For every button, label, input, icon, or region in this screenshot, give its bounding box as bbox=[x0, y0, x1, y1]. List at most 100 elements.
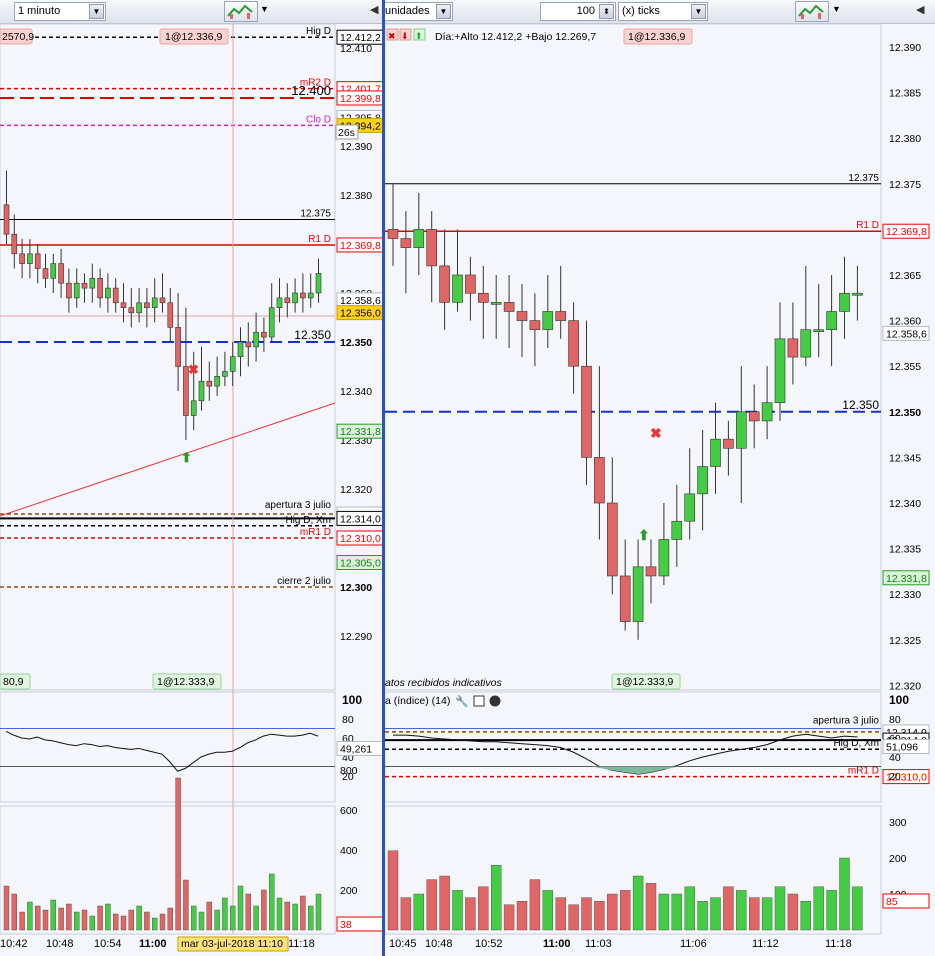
candle bbox=[245, 341, 252, 348]
arrow-left-icon[interactable]: ◀ bbox=[916, 4, 925, 16]
units-value: unidades bbox=[385, 5, 430, 17]
volume-bar bbox=[839, 857, 850, 931]
left-price-plot bbox=[0, 23, 336, 691]
arrow-right-icon[interactable]: ◀ bbox=[370, 4, 379, 16]
price-axis-label: 12.410 bbox=[340, 43, 372, 55]
indicator-value-box bbox=[336, 740, 383, 756]
exit-x-icon: ✖ bbox=[188, 362, 199, 377]
volume-bar bbox=[261, 889, 267, 931]
ticks-select[interactable]: (x) ticks ▼ bbox=[618, 2, 708, 21]
stepper-arrows-icon[interactable]: ⬍ bbox=[599, 4, 614, 19]
indicator-axis-label: 80 bbox=[342, 714, 354, 726]
volume-bar bbox=[400, 897, 412, 931]
candle bbox=[292, 292, 298, 304]
time-axis-label: 11:03 bbox=[585, 938, 612, 950]
price-tag-box bbox=[336, 305, 383, 321]
price-tag: 12.412,2 bbox=[340, 32, 381, 44]
volume-bar bbox=[503, 904, 515, 931]
status-text: atos recibidos indicativos bbox=[385, 677, 502, 689]
cierre-label: cierre 2 julio bbox=[277, 576, 331, 587]
candle bbox=[112, 287, 119, 304]
order-tag-bottom-box bbox=[611, 673, 681, 690]
candle bbox=[839, 292, 850, 312]
volume-axis-label: 200 bbox=[889, 853, 907, 865]
volume-bar bbox=[516, 901, 528, 931]
price-axis-label: 12.360 bbox=[889, 316, 921, 328]
candle bbox=[261, 331, 267, 338]
candle bbox=[136, 302, 142, 313]
volume-bar bbox=[581, 897, 592, 931]
candle bbox=[439, 265, 450, 303]
candle bbox=[3, 204, 10, 235]
countdown-box bbox=[335, 124, 359, 140]
price-axis-label: 12.390 bbox=[889, 42, 921, 54]
candle bbox=[478, 292, 489, 303]
candle bbox=[542, 311, 554, 331]
volume-bar bbox=[151, 917, 158, 931]
volume-bar bbox=[35, 905, 41, 931]
indicator-title: a (índice) (14) bbox=[385, 695, 450, 707]
indicator-value: 51,096 bbox=[886, 742, 918, 754]
info-up-button bbox=[413, 28, 426, 41]
mr1-d-label: mR1 D bbox=[848, 766, 879, 777]
volume-axis-label: 300 bbox=[889, 817, 907, 829]
price-axis-label: 12.355 bbox=[889, 361, 921, 373]
right-price-chart[interactable]: ✖ ⬇ ⬆ Día:+Alto 12.412,2 +Bajo 12.269,7 1@12… bbox=[385, 0, 935, 956]
volume-bar bbox=[452, 890, 463, 931]
volume-axis-label: 400 bbox=[340, 845, 358, 857]
candle bbox=[555, 311, 566, 321]
mr1-d-label: mR1 D bbox=[300, 527, 331, 538]
volume-bar bbox=[529, 879, 541, 931]
price-axis-label: 12.390 bbox=[340, 141, 372, 153]
chart-tools-dropdown-icon[interactable]: ▼ bbox=[260, 4, 269, 14]
price-axis-label: 12.340 bbox=[889, 498, 921, 510]
clo-d-label: Clo D bbox=[306, 114, 331, 125]
candle bbox=[529, 320, 541, 331]
order-tag-top: 1@12.336,9 bbox=[628, 31, 686, 43]
candle bbox=[105, 287, 111, 299]
volume-bar bbox=[594, 901, 605, 931]
timeframe-select[interactable]: 1 minuto ▼ bbox=[14, 2, 106, 21]
candle bbox=[151, 297, 158, 308]
price-axis-label: 12.345 bbox=[889, 452, 921, 464]
price-tag-box bbox=[336, 530, 383, 546]
volume-bar bbox=[632, 875, 644, 931]
bottom-left-tag-box bbox=[0, 673, 31, 690]
volume-value: 85 bbox=[886, 896, 898, 908]
quantity-stepper[interactable]: 100 ⬍ bbox=[540, 2, 616, 21]
right-chart-pane[interactable]: unidades ▼ 100 ⬍ (x) ticks ▼ ▼ ◀ ✖ ⬇ ⬆ Día:… bbox=[385, 0, 935, 956]
volume-bar bbox=[112, 913, 119, 931]
candle bbox=[175, 326, 181, 367]
order-tag-top: 1@12.336,9 bbox=[165, 31, 223, 43]
candle bbox=[387, 229, 399, 239]
chevron-down-icon[interactable]: ▼ bbox=[691, 4, 706, 19]
units-select[interactable]: unidades ▼ bbox=[385, 2, 453, 21]
candle bbox=[307, 292, 314, 299]
volume-bar bbox=[658, 893, 670, 931]
time-axis-label: 11:18 bbox=[288, 938, 315, 950]
candle bbox=[190, 400, 197, 416]
candle bbox=[426, 229, 438, 267]
chart-tools-dropdown-icon[interactable]: ▼ bbox=[832, 4, 841, 14]
volume-bar bbox=[619, 890, 631, 931]
volume-bar bbox=[198, 911, 205, 931]
price-tag: 12.369,8 bbox=[340, 240, 381, 252]
left-toolbar: 1 minuto ▼ ▼ ◀ bbox=[0, 0, 383, 24]
chart-tools-button[interactable] bbox=[224, 1, 258, 22]
volume-axis-label: 600 bbox=[340, 805, 358, 817]
candle bbox=[632, 566, 644, 622]
chevron-down-icon[interactable]: ▼ bbox=[436, 4, 451, 19]
left-chart-pane[interactable]: 1 minuto ▼ ▼ ◀ Hig D mR2 D Clo D R1 D mR1 D a… bbox=[0, 0, 383, 956]
left-indicator-plot bbox=[0, 691, 336, 803]
time-axis-label: 11:00 bbox=[543, 938, 571, 950]
volume-bar bbox=[175, 777, 181, 931]
volume-bar bbox=[66, 903, 72, 931]
pane-splitter[interactable] bbox=[382, 0, 386, 956]
volume-bar bbox=[284, 901, 290, 931]
chevron-down-icon[interactable]: ▼ bbox=[89, 4, 104, 19]
left-price-chart[interactable]: Hig D mR2 D Clo D R1 D mR1 D apertura 3 julio… bbox=[0, 0, 383, 956]
chart-tools-button[interactable] bbox=[795, 1, 829, 22]
price-tag-box bbox=[882, 223, 930, 239]
candle bbox=[607, 502, 618, 577]
right-toolbar: unidades ▼ 100 ⬍ (x) ticks ▼ ▼ ◀ bbox=[385, 0, 935, 24]
